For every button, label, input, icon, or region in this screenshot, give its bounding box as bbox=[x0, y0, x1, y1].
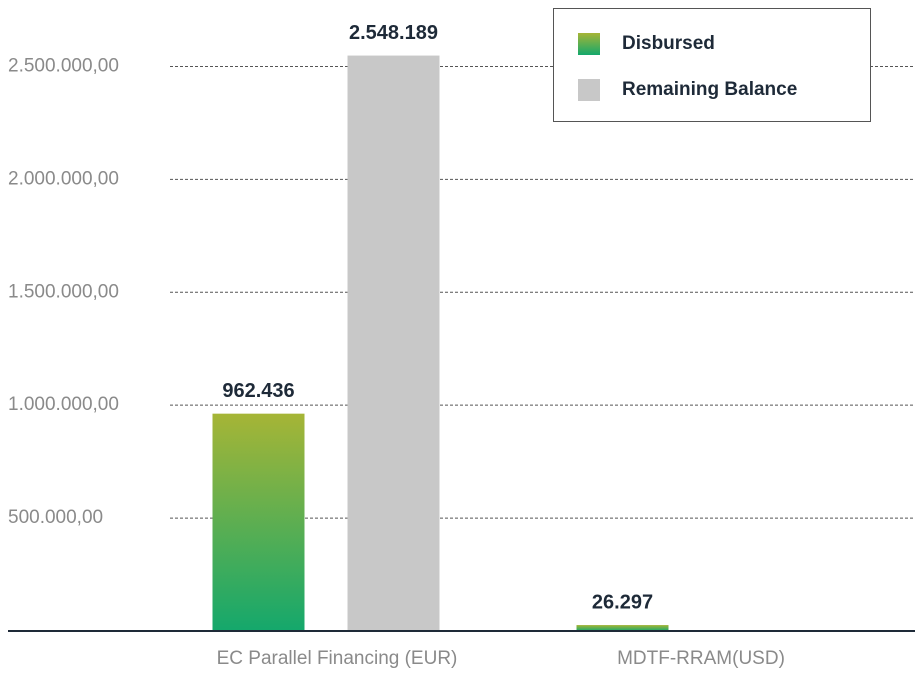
legend: Disbursed Remaining Balance bbox=[553, 8, 871, 122]
legend-box bbox=[553, 8, 871, 122]
data-label: 26.297 bbox=[592, 591, 653, 613]
bar bbox=[212, 413, 305, 631]
x-tick-label: MDTF-RRAM(USD) bbox=[617, 648, 785, 669]
data-label: 962.436 bbox=[222, 380, 294, 402]
bar bbox=[347, 55, 440, 632]
bar bbox=[576, 625, 669, 631]
y-tick-label: 1.500.000,00 bbox=[8, 281, 119, 302]
y-tick-label: 1.000.000,00 bbox=[8, 394, 119, 415]
data-label: 2.548.189 bbox=[349, 22, 438, 44]
legend-swatch bbox=[578, 79, 600, 101]
y-tick-label: 2.500.000,00 bbox=[8, 55, 119, 76]
x-tick-label: EC Parallel Financing (EUR) bbox=[217, 648, 458, 669]
y-tick-label: 2.000.000,00 bbox=[8, 168, 119, 189]
legend-label: Disbursed bbox=[622, 33, 715, 54]
y-tick-label: 500.000,00 bbox=[8, 507, 103, 528]
legend-swatch bbox=[578, 33, 600, 55]
legend-label: Remaining Balance bbox=[622, 79, 797, 100]
